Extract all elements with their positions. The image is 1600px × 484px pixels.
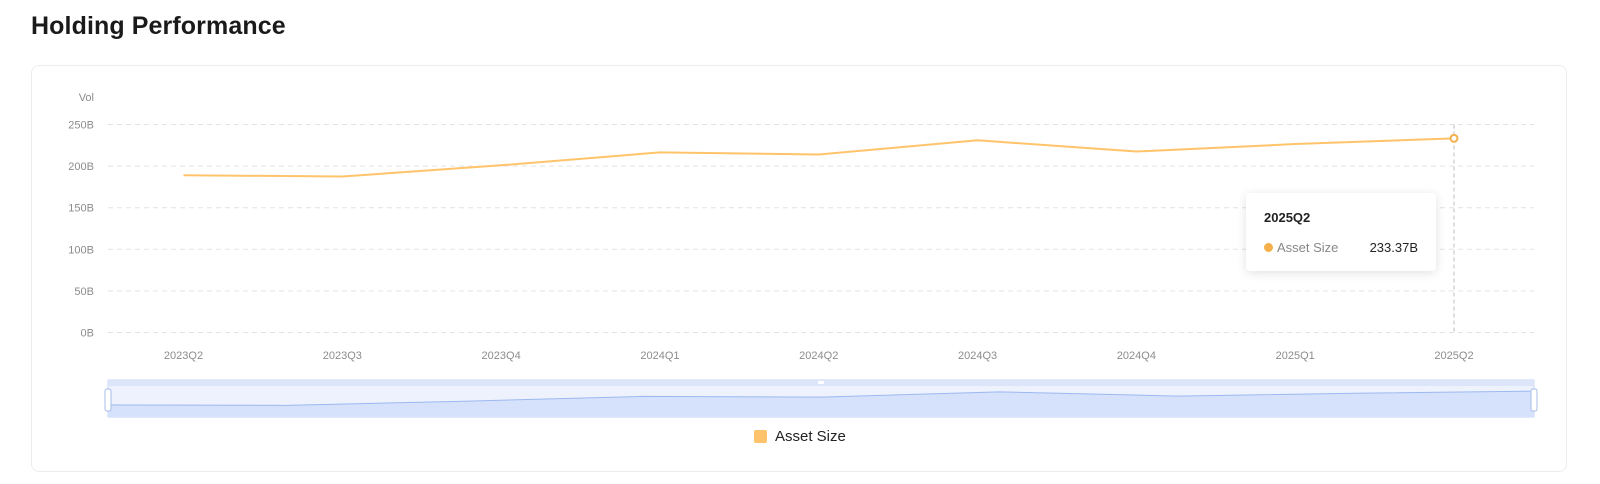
tooltip-value: 233.37B bbox=[1369, 240, 1418, 255]
tooltip-series-dot-icon bbox=[1264, 243, 1273, 252]
legend-label: Asset Size bbox=[775, 428, 846, 445]
y-axis-label: Vol bbox=[79, 92, 94, 104]
x-tick-label: 2023Q3 bbox=[323, 350, 362, 362]
x-tick-label: 2025Q2 bbox=[1434, 350, 1473, 362]
y-tick-label: 50B bbox=[74, 286, 94, 298]
tooltip-row: Asset Size 233.37B bbox=[1264, 240, 1418, 255]
slider-move-handle bbox=[818, 381, 824, 384]
x-tick-label: 2025Q1 bbox=[1276, 350, 1315, 362]
series-line-asset-size[interactable] bbox=[183, 137, 1455, 178]
x-tick-label: 2024Q1 bbox=[640, 350, 679, 362]
slider-area bbox=[108, 391, 1534, 417]
tooltip: 2025Q2 Asset Size 233.37B bbox=[1246, 193, 1436, 271]
legend-swatch-icon bbox=[754, 430, 767, 443]
tooltip-title: 2025Q2 bbox=[1264, 210, 1311, 225]
slider-left-handle bbox=[104, 388, 112, 412]
y-tick-label: 150B bbox=[68, 203, 94, 215]
x-tick-label: 2024Q3 bbox=[958, 350, 997, 362]
y-tick-label: 100B bbox=[68, 244, 94, 256]
x-tick-label: 2024Q4 bbox=[1117, 350, 1156, 362]
y-axis: 0B 50B 100B 150B 200B 250B bbox=[68, 120, 94, 340]
x-tick-label: 2023Q2 bbox=[164, 350, 203, 362]
page-title: Holding Performance bbox=[31, 12, 286, 40]
x-axis: 2023Q2 2023Q3 2023Q4 2024Q1 2024Q2 2024Q3 2024… bbox=[164, 350, 1474, 362]
data-zoom-slider[interactable] bbox=[104, 379, 1538, 418]
highlight-point[interactable] bbox=[1449, 133, 1459, 143]
slider-line bbox=[107, 390, 1535, 406]
tooltip-series-name: Asset Size bbox=[1277, 240, 1339, 255]
y-tick-label: 200B bbox=[68, 161, 94, 173]
slider-right-handle bbox=[1530, 388, 1538, 412]
legend-item-asset-size[interactable]: Asset Size bbox=[754, 428, 846, 445]
y-tick-label: 250B bbox=[68, 120, 94, 132]
x-tick-label: 2024Q2 bbox=[799, 350, 838, 362]
y-tick-label: 0B bbox=[81, 328, 94, 340]
x-tick-label: 2023Q4 bbox=[482, 350, 521, 362]
